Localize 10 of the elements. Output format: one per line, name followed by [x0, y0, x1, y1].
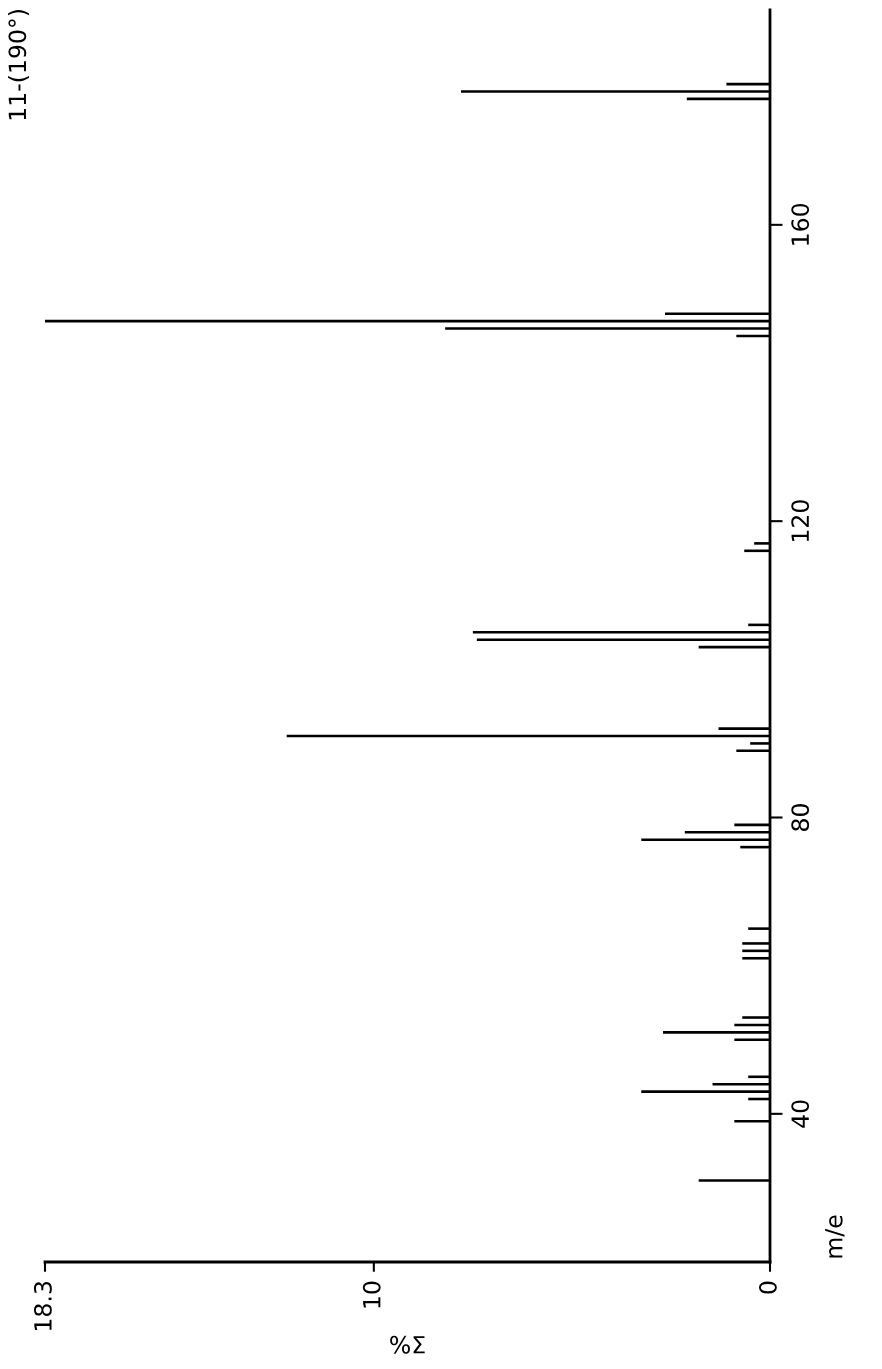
y-tick-label: 80 [791, 804, 810, 831]
y-tick-label: 160 [791, 203, 810, 245]
x-tick-label: 10 [362, 1281, 381, 1308]
text: 11-(190°) [8, 10, 30, 120]
y-tick-label: 120 [791, 500, 810, 542]
y-axis-title: m/e [825, 1215, 845, 1258]
x-axis-title: %Σ [390, 1335, 425, 1354]
y-tick-label: 40 [791, 1100, 810, 1128]
x-tick-label: 0 [758, 1281, 777, 1294]
x-tick-label: 18.3 [33, 1281, 52, 1331]
